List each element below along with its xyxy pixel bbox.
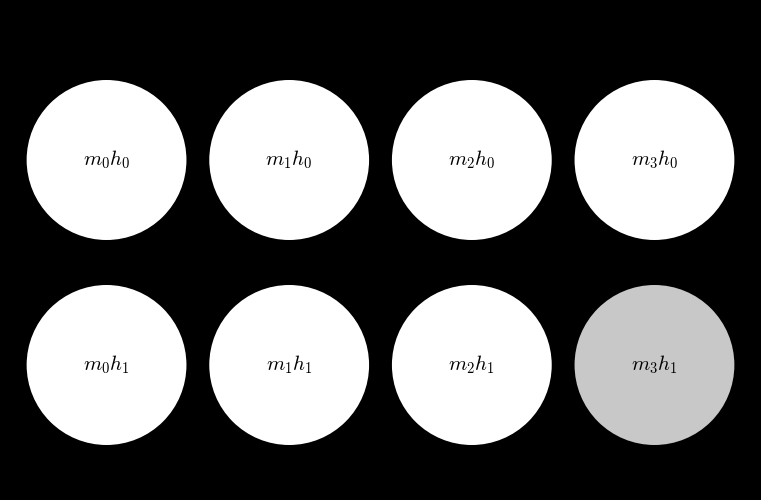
Text: $m_2h_1$: $m_2h_1$ (448, 354, 495, 376)
Text: $m_3h_0$: $m_3h_0$ (631, 148, 678, 172)
Ellipse shape (27, 285, 186, 445)
Ellipse shape (27, 80, 186, 240)
Text: $m_2h_0$: $m_2h_0$ (448, 148, 495, 172)
Text: $m_3h_1$: $m_3h_1$ (631, 354, 678, 376)
Ellipse shape (209, 285, 369, 445)
Text: $m_0h_0$: $m_0h_0$ (83, 148, 130, 172)
Text: $m_1h_0$: $m_1h_0$ (266, 148, 313, 172)
Ellipse shape (392, 80, 552, 240)
Ellipse shape (575, 80, 734, 240)
Text: $m_0h_1$: $m_0h_1$ (83, 354, 130, 376)
Ellipse shape (392, 285, 552, 445)
Ellipse shape (575, 285, 734, 445)
Text: $m_1h_1$: $m_1h_1$ (266, 354, 313, 376)
Ellipse shape (209, 80, 369, 240)
